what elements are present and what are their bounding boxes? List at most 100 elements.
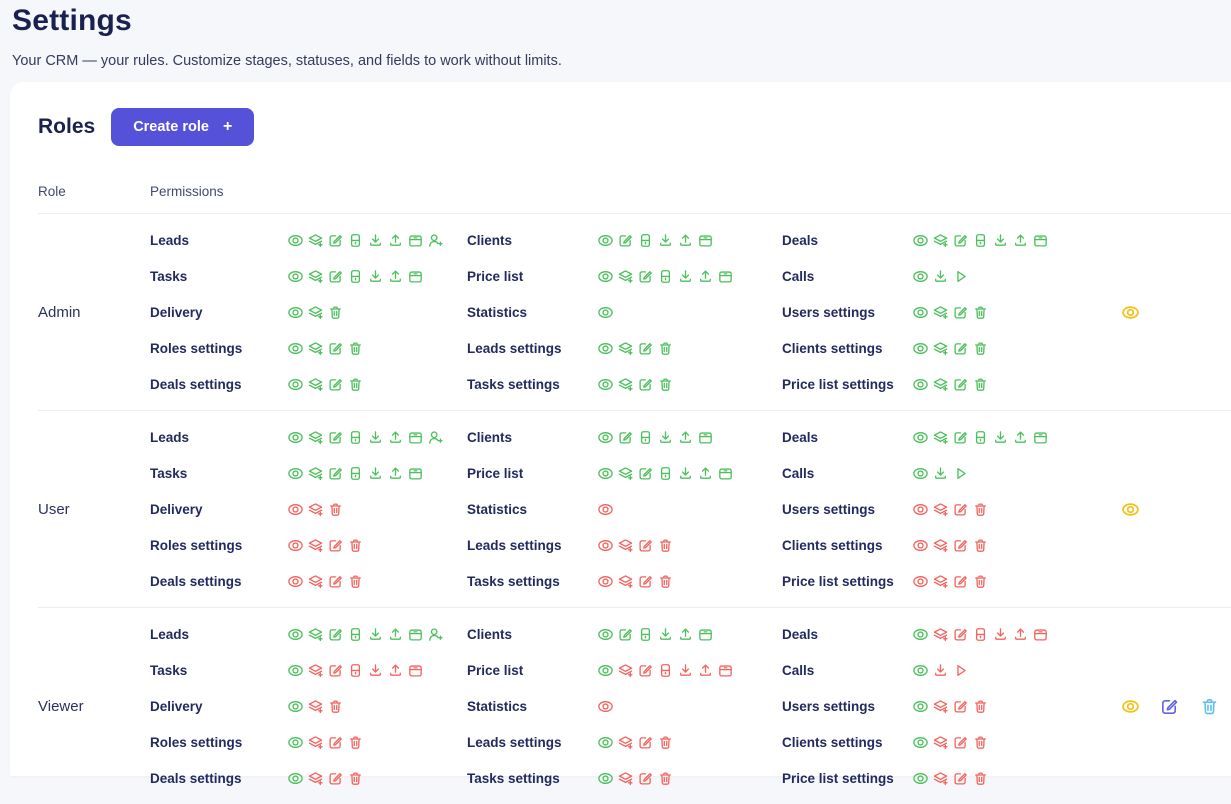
stack-plus-icon [617, 465, 634, 482]
permission-icons [597, 527, 782, 563]
column-role: Role [38, 184, 66, 199]
permission-label: Calls [782, 662, 815, 678]
edit-icon [637, 734, 654, 751]
permission-label: Leads settings [467, 734, 562, 750]
edit-icon [952, 304, 969, 321]
stack-plus-icon [307, 501, 324, 518]
upload-icon [1012, 626, 1029, 643]
eye-icon [912, 232, 929, 249]
edit-icon [617, 429, 634, 446]
permission-icons [912, 491, 1095, 527]
archive-icon [1032, 626, 1049, 643]
permission-label: Price list [467, 465, 524, 481]
permission-icons [912, 222, 1095, 258]
download-icon [932, 465, 949, 482]
edit-icon [637, 268, 654, 285]
eye-icon [287, 626, 304, 643]
card-icon [347, 232, 364, 249]
permission-icons [287, 258, 467, 294]
permission-icons [597, 688, 782, 724]
edit-role-button[interactable] [1159, 696, 1180, 717]
download-icon [677, 662, 694, 679]
eye-icon [1122, 305, 1139, 319]
permission-label: Clients settings [782, 734, 883, 750]
create-role-label: Create role [133, 119, 209, 135]
trash-icon [327, 501, 344, 518]
stack-plus-icon [932, 501, 949, 518]
archive-icon [697, 429, 714, 446]
stack-plus-icon [932, 304, 949, 321]
permission-icons [287, 491, 467, 527]
permission-label: Delivery [150, 501, 203, 517]
edit-icon [952, 232, 969, 249]
permission-label: Tasks [150, 662, 188, 678]
trash-icon [972, 573, 989, 590]
card-icon [347, 662, 364, 679]
card-icon [347, 465, 364, 482]
permission-icons [912, 455, 1095, 491]
permissions-grid: Leads Clients Deals Tasks Price list Calls Del… [150, 222, 1095, 402]
view-role-button[interactable] [1121, 303, 1140, 322]
create-role-button[interactable]: Create role + [111, 108, 255, 146]
card-icon [637, 429, 654, 446]
edit-icon [952, 340, 969, 357]
permission-label: Leads [150, 626, 190, 642]
edit-icon [327, 376, 344, 393]
roles-panel: Roles Create role + Role Permissions Adm… [10, 82, 1231, 786]
permission-icons [597, 652, 782, 688]
download-icon [677, 268, 694, 285]
trash-icon [972, 770, 989, 787]
eye-icon [287, 734, 304, 751]
eye-icon [597, 304, 614, 321]
view-role-button[interactable] [1121, 697, 1140, 716]
permission-label: Price list [467, 662, 524, 678]
trash-icon [972, 304, 989, 321]
card-icon [972, 429, 989, 446]
permission-icons [912, 419, 1095, 455]
play-icon [952, 268, 969, 285]
eye-icon [597, 734, 614, 751]
eye-icon [287, 537, 304, 554]
upload-icon [697, 465, 714, 482]
archive-icon [717, 662, 734, 679]
stack-plus-icon [617, 537, 634, 554]
eye-icon [287, 340, 304, 357]
upload-icon [697, 268, 714, 285]
eye-icon [287, 501, 304, 518]
eye-icon [287, 662, 304, 679]
upload-icon [697, 662, 714, 679]
stack-plus-icon [932, 698, 949, 715]
stack-plus-icon [617, 340, 634, 357]
download-icon [657, 232, 674, 249]
trash-icon [327, 698, 344, 715]
eye-icon [1122, 699, 1139, 713]
download-icon [932, 662, 949, 679]
upload-icon [387, 626, 404, 643]
edit-icon [637, 340, 654, 357]
permission-label: Deals settings [150, 573, 242, 589]
permission-icons [912, 366, 1095, 402]
upload-icon [387, 268, 404, 285]
archive-icon [717, 465, 734, 482]
download-icon [992, 429, 1009, 446]
edit-icon [637, 376, 654, 393]
archive-icon [697, 232, 714, 249]
eye-icon [597, 232, 614, 249]
download-icon [367, 268, 384, 285]
edit-icon [327, 232, 344, 249]
edit-icon [617, 626, 634, 643]
permission-icons [912, 294, 1095, 330]
view-role-button[interactable] [1121, 500, 1140, 519]
trash-icon [657, 770, 674, 787]
stack-plus-icon [307, 232, 324, 249]
edit-icon [952, 573, 969, 590]
stack-plus-icon [307, 573, 324, 590]
permission-label: Clients [467, 626, 513, 642]
stack-plus-icon [932, 573, 949, 590]
archive-icon [697, 626, 714, 643]
delete-role-button[interactable] [1199, 696, 1220, 717]
edit-icon [637, 573, 654, 590]
permission-label: Leads settings [467, 340, 562, 356]
permission-icons [597, 294, 782, 330]
trash-icon [657, 340, 674, 357]
